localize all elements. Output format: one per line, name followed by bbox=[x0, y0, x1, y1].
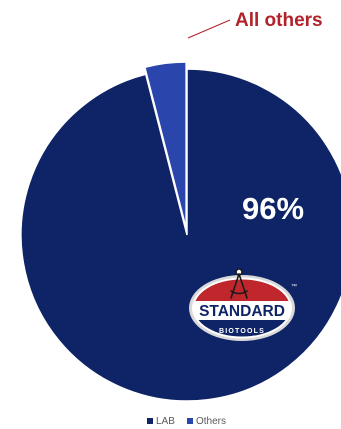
legend-swatch-others bbox=[187, 418, 193, 424]
logo-brand-top: STANDARD bbox=[199, 303, 285, 320]
pie-slice-others bbox=[143, 61, 187, 229]
legend-label-lab: LAB bbox=[156, 416, 175, 427]
logo-brand-bottom: BIOTOOLS bbox=[219, 328, 265, 335]
callout-leader-line bbox=[187, 19, 231, 39]
pie-slices bbox=[20, 61, 341, 402]
logo-top-red bbox=[194, 279, 290, 301]
callout-label-all-others: All others bbox=[235, 10, 323, 31]
logo-trademark: ™ bbox=[291, 283, 297, 290]
slice-label-lab: 96% bbox=[242, 191, 304, 226]
compass-icon bbox=[230, 268, 248, 299]
legend-label-others: Others bbox=[196, 416, 226, 427]
standard-biotools-logo: STANDARD BIOTOOLS ™ bbox=[189, 268, 297, 341]
logo-bottom-navy bbox=[194, 320, 290, 337]
legend: LAB Others bbox=[147, 416, 226, 427]
legend-swatch-lab bbox=[147, 418, 153, 424]
logo-band-white bbox=[194, 301, 290, 320]
